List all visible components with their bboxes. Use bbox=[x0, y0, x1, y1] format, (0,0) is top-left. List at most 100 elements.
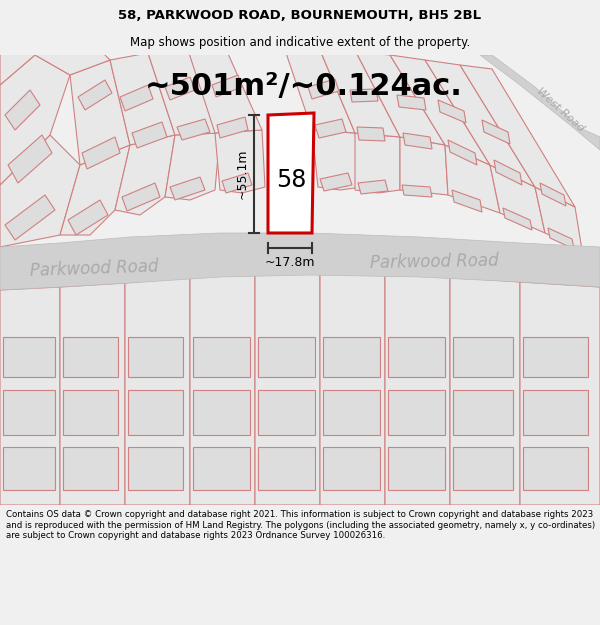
Text: 58: 58 bbox=[276, 168, 306, 192]
Polygon shape bbox=[258, 447, 315, 490]
Polygon shape bbox=[215, 130, 265, 193]
Polygon shape bbox=[3, 337, 55, 377]
Polygon shape bbox=[60, 145, 130, 235]
Polygon shape bbox=[3, 390, 55, 435]
Polygon shape bbox=[385, 273, 450, 505]
Polygon shape bbox=[0, 45, 35, 85]
Polygon shape bbox=[523, 390, 588, 435]
Polygon shape bbox=[78, 80, 112, 110]
Polygon shape bbox=[320, 173, 352, 191]
Polygon shape bbox=[357, 127, 385, 141]
Polygon shape bbox=[450, 277, 520, 505]
Text: ~55.1m: ~55.1m bbox=[235, 149, 248, 199]
Polygon shape bbox=[63, 337, 118, 377]
Polygon shape bbox=[125, 277, 190, 505]
Polygon shape bbox=[480, 55, 600, 150]
Polygon shape bbox=[403, 133, 432, 149]
Polygon shape bbox=[494, 160, 522, 185]
Polygon shape bbox=[60, 283, 125, 505]
Polygon shape bbox=[120, 85, 153, 111]
Polygon shape bbox=[425, 60, 535, 187]
Polygon shape bbox=[320, 270, 385, 505]
Polygon shape bbox=[0, 233, 600, 290]
Polygon shape bbox=[212, 75, 242, 97]
Polygon shape bbox=[285, 50, 355, 133]
Polygon shape bbox=[523, 337, 588, 377]
Text: Map shows position and indicative extent of the property.: Map shows position and indicative extent… bbox=[130, 36, 470, 49]
Polygon shape bbox=[356, 52, 445, 145]
Polygon shape bbox=[115, 135, 175, 215]
Polygon shape bbox=[308, 79, 339, 99]
Polygon shape bbox=[388, 447, 445, 490]
Polygon shape bbox=[453, 337, 513, 377]
Polygon shape bbox=[390, 55, 490, 165]
Polygon shape bbox=[5, 195, 55, 240]
Polygon shape bbox=[503, 208, 532, 230]
Polygon shape bbox=[165, 77, 195, 100]
Polygon shape bbox=[453, 447, 513, 490]
Polygon shape bbox=[355, 133, 400, 193]
Polygon shape bbox=[320, 50, 400, 137]
Polygon shape bbox=[5, 90, 40, 130]
Polygon shape bbox=[268, 113, 314, 233]
Polygon shape bbox=[110, 53, 175, 145]
Polygon shape bbox=[388, 337, 445, 377]
Polygon shape bbox=[68, 200, 108, 235]
Polygon shape bbox=[445, 145, 500, 213]
Polygon shape bbox=[63, 390, 118, 435]
Text: Contains OS data © Crown copyright and database right 2021. This information is : Contains OS data © Crown copyright and d… bbox=[6, 511, 595, 540]
Polygon shape bbox=[523, 447, 588, 490]
Text: 58, PARKWOOD ROAD, BOURNEMOUTH, BH5 2BL: 58, PARKWOOD ROAD, BOURNEMOUTH, BH5 2BL bbox=[118, 9, 482, 22]
Polygon shape bbox=[535, 187, 582, 250]
Polygon shape bbox=[452, 190, 482, 212]
Text: Parkwood Road: Parkwood Road bbox=[30, 258, 159, 280]
Polygon shape bbox=[190, 273, 255, 505]
Polygon shape bbox=[35, 45, 110, 75]
Polygon shape bbox=[128, 390, 183, 435]
Polygon shape bbox=[388, 390, 445, 435]
Polygon shape bbox=[460, 65, 575, 207]
Polygon shape bbox=[128, 447, 183, 490]
Polygon shape bbox=[122, 183, 160, 211]
Text: West Road: West Road bbox=[535, 86, 586, 134]
Polygon shape bbox=[70, 60, 130, 165]
Polygon shape bbox=[438, 100, 466, 123]
Polygon shape bbox=[8, 135, 52, 183]
Polygon shape bbox=[323, 447, 380, 490]
Polygon shape bbox=[548, 228, 574, 249]
Polygon shape bbox=[193, 447, 250, 490]
Polygon shape bbox=[312, 130, 362, 190]
Polygon shape bbox=[132, 122, 167, 148]
Polygon shape bbox=[448, 140, 477, 165]
Polygon shape bbox=[255, 270, 320, 505]
Polygon shape bbox=[170, 177, 205, 200]
Polygon shape bbox=[490, 165, 545, 233]
Polygon shape bbox=[63, 447, 118, 490]
Polygon shape bbox=[520, 282, 600, 505]
Polygon shape bbox=[482, 120, 510, 144]
Polygon shape bbox=[165, 133, 220, 200]
Polygon shape bbox=[540, 183, 566, 206]
Polygon shape bbox=[148, 50, 220, 135]
Polygon shape bbox=[0, 135, 80, 247]
Polygon shape bbox=[350, 89, 378, 102]
Text: ~501m²/~0.124ac.: ~501m²/~0.124ac. bbox=[145, 72, 463, 101]
Text: Parkwood Road: Parkwood Road bbox=[370, 252, 499, 272]
Polygon shape bbox=[258, 337, 315, 377]
Polygon shape bbox=[397, 95, 426, 110]
Polygon shape bbox=[193, 337, 250, 377]
Polygon shape bbox=[258, 390, 315, 435]
Polygon shape bbox=[3, 447, 55, 490]
Polygon shape bbox=[402, 185, 432, 197]
Polygon shape bbox=[217, 117, 248, 138]
Polygon shape bbox=[188, 47, 262, 133]
Polygon shape bbox=[128, 337, 183, 377]
Polygon shape bbox=[323, 337, 380, 377]
Polygon shape bbox=[82, 137, 120, 169]
Polygon shape bbox=[358, 180, 388, 194]
Polygon shape bbox=[177, 119, 210, 140]
Polygon shape bbox=[193, 390, 250, 435]
Polygon shape bbox=[315, 119, 346, 138]
Polygon shape bbox=[0, 287, 60, 505]
Polygon shape bbox=[323, 390, 380, 435]
